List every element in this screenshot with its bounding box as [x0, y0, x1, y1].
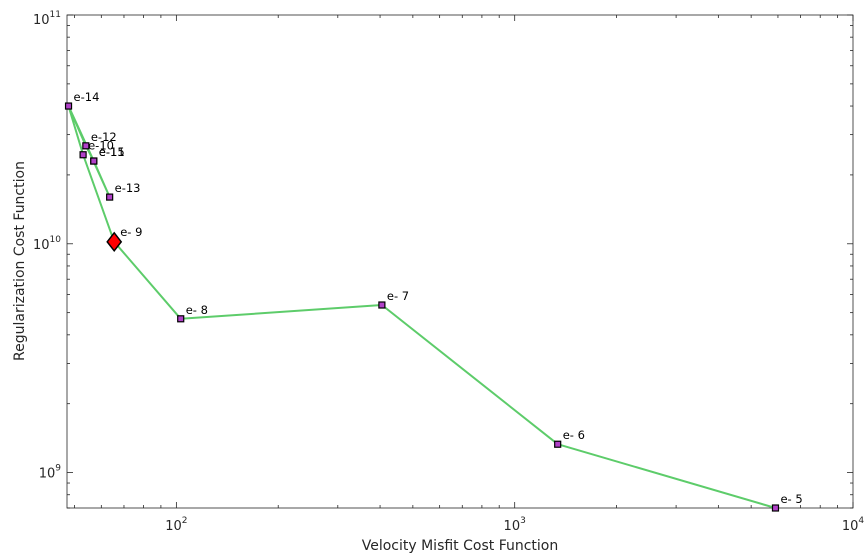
x-tick-label: 102	[165, 516, 187, 534]
plot-area-frame	[66, 14, 854, 509]
axis-ticks: 102 103 104 109 1010 1011	[33, 10, 864, 534]
series-points	[64, 102, 780, 512]
series-line	[67, 105, 776, 509]
point-marker-e-12	[82, 142, 90, 150]
point-label-e-15: e-15	[99, 145, 125, 159]
point-label-e-12: e-12	[91, 130, 117, 144]
point-labels: e- 5 e- 6 e- 7 e- 8 e- 9 e-10e-11e-12 e-13 e-14…	[74, 90, 803, 506]
point-marker-e-15	[90, 157, 98, 165]
point-label-e-11: e-11	[99, 145, 125, 159]
point-marker-e-5	[771, 504, 780, 512]
point-marker-e-6	[554, 440, 562, 448]
x-axis-label: Velocity Misfit Cost Function	[362, 538, 559, 554]
selected-point-diamond-e-9	[106, 231, 123, 253]
point-label-e-9: e- 9	[120, 225, 142, 239]
y-axis-label: Regularization Cost Function	[12, 161, 28, 361]
point-label-e-5: e- 5	[780, 492, 802, 506]
point-marker-e-13	[106, 193, 114, 201]
y-tick-label: 1010	[33, 235, 61, 253]
point-label-e-7: e- 7	[387, 289, 409, 303]
series-polyline	[67, 105, 776, 509]
point-marker-e-7	[378, 301, 386, 309]
point-label-e-6: e- 6	[563, 428, 585, 442]
x-tick-label: 103	[504, 516, 526, 534]
point-label-e-14: e-14	[74, 90, 100, 104]
point-label-e-13: e-13	[115, 181, 141, 195]
x-tick-label: 104	[842, 516, 865, 534]
point-label-e-10: e-10	[88, 139, 114, 153]
point-marker-e-8	[177, 315, 185, 323]
point-label-e-8: e- 8	[186, 303, 208, 317]
y-tick-label: 1011	[33, 10, 61, 28]
point-marker-e-14	[64, 102, 73, 110]
y-tick-label: 109	[39, 464, 62, 482]
point-marker-e-10	[79, 151, 87, 159]
